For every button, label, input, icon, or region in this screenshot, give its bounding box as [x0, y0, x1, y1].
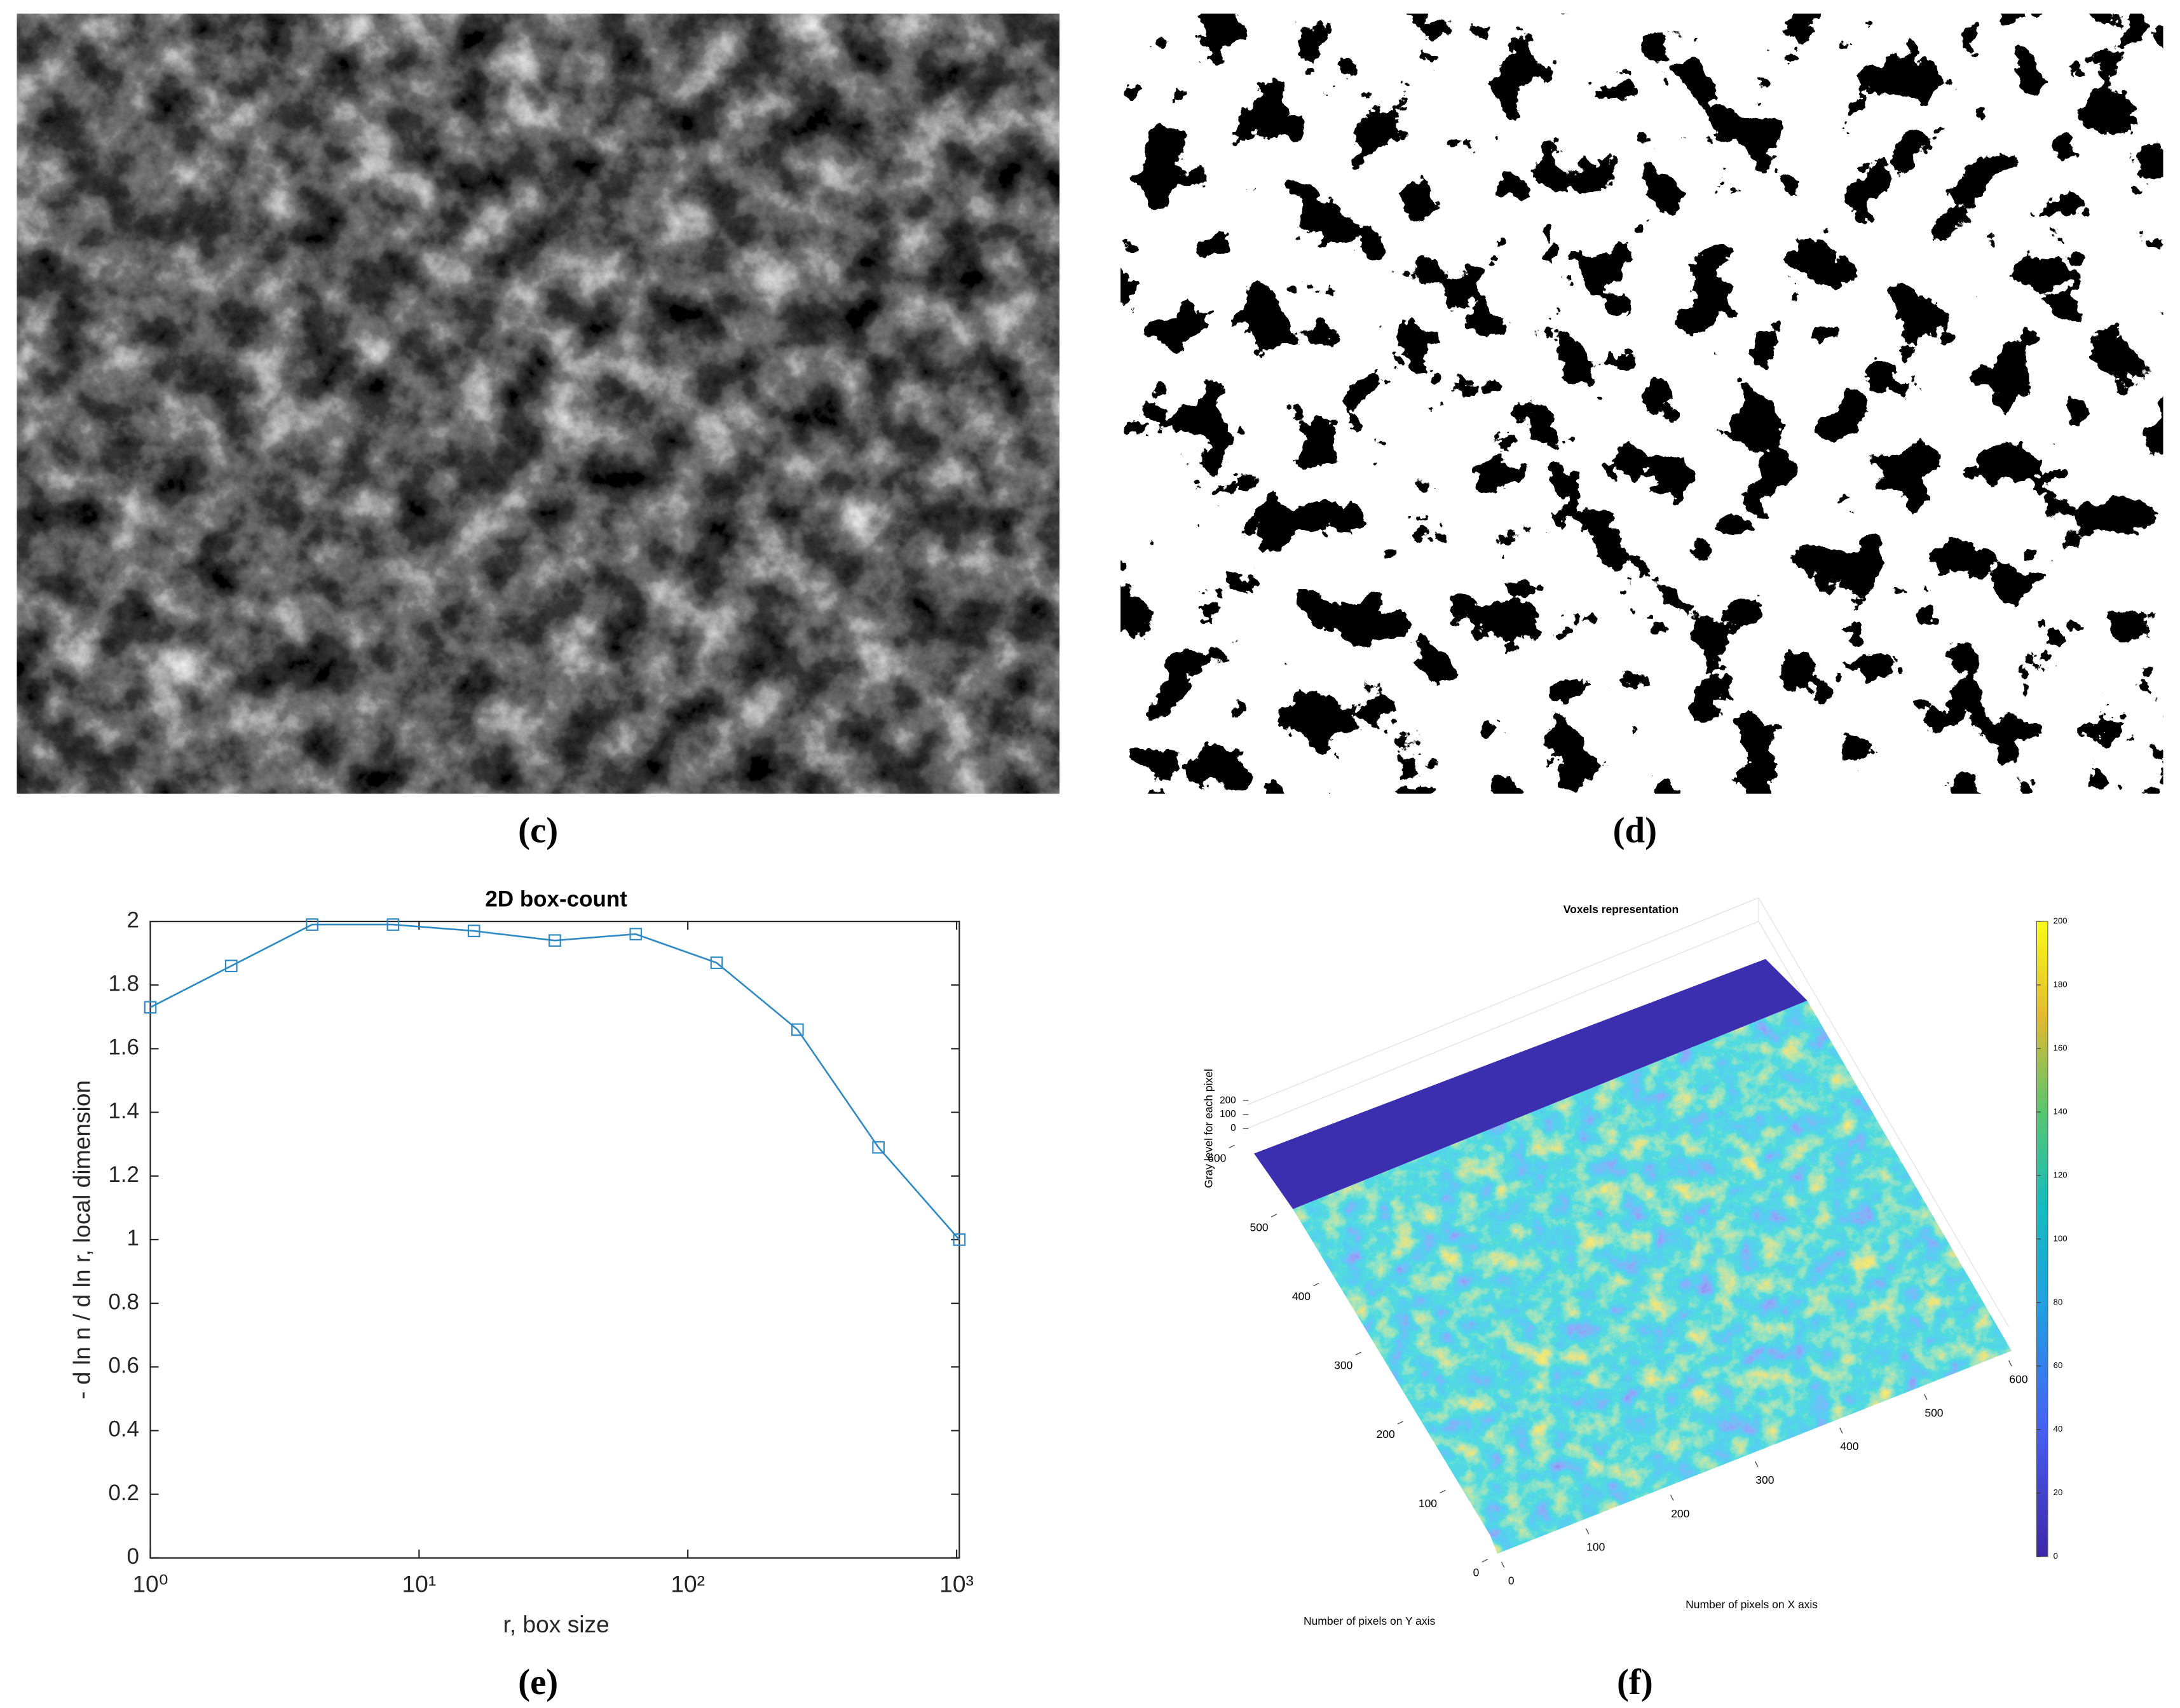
data-marker — [224, 959, 238, 973]
x-tick — [1839, 1427, 1843, 1434]
binary-image — [1121, 13, 2163, 794]
x-tick — [1754, 1461, 1759, 1467]
box-count-chart: 2D box-count r, box size - d ln n / d ln… — [68, 887, 974, 1637]
y-tick — [1271, 1214, 1277, 1217]
y-tick-label: 300 — [1334, 1359, 1352, 1372]
y-tick — [1313, 1282, 1319, 1287]
panel-label: (c) — [518, 810, 558, 850]
y-tick-label: 0 — [1473, 1566, 1480, 1578]
y-tick-label: 200 — [1377, 1428, 1395, 1440]
y-tick-label: 400 — [1292, 1290, 1311, 1303]
y-tick-label: 1 — [127, 1226, 139, 1250]
x-tick-label: 10² — [671, 1570, 705, 1597]
y-tick-label: 2 — [127, 907, 139, 932]
y-axis-label: - d ln n / d ln r, local dimension — [68, 1080, 95, 1399]
y-tick — [1229, 1144, 1235, 1149]
colorbar-tick-label: 200 — [2054, 916, 2068, 926]
colorbar-tick-label: 60 — [2054, 1360, 2063, 1370]
panel-label: (f) — [1617, 1662, 1653, 1702]
chart-title: Voxels representation — [1563, 903, 1679, 916]
x-tick-label: 0 — [1508, 1575, 1515, 1587]
x-tick — [1501, 1562, 1505, 1568]
surface-edge — [1254, 959, 1808, 1209]
chart-title: 2D box-count — [485, 887, 627, 912]
y-tick — [1397, 1421, 1404, 1425]
data-marker — [710, 956, 723, 970]
x-axis-label: Number of pixels on X axis — [1686, 1598, 1818, 1611]
y-tick-label: 0 — [127, 1544, 139, 1569]
y-tick-label: 1.6 — [108, 1035, 139, 1060]
y-tick-label: 600 — [1208, 1152, 1226, 1165]
z-tick-label: 200 — [1220, 1095, 1236, 1106]
data-marker — [791, 1023, 804, 1036]
y-tick — [1355, 1352, 1361, 1356]
voxel-surface-chart: Voxels representation Number of pixels o… — [1202, 897, 2068, 1627]
y-tick — [1482, 1559, 1488, 1562]
panel-label: (d) — [1613, 810, 1658, 850]
y-tick-label: 0.8 — [108, 1289, 139, 1314]
data-marker — [872, 1141, 885, 1154]
y-axis-label: Number of pixels on Y axis — [1304, 1615, 1436, 1627]
x-tick-label: 600 — [2009, 1372, 2027, 1385]
sem-image — [17, 13, 1059, 794]
data-marker — [953, 1233, 966, 1246]
panel-label: (e) — [518, 1662, 558, 1702]
x-tick — [2008, 1360, 2012, 1367]
colorbar-tick-label: 40 — [2054, 1424, 2063, 1434]
y-tick-label: 1.2 — [108, 1162, 139, 1187]
x-tick-label: 10³ — [939, 1570, 974, 1597]
z-tick-label: 100 — [1220, 1109, 1236, 1120]
x-tick-label: 500 — [1925, 1406, 1943, 1419]
colorbar-tick-label: 0 — [2054, 1551, 2058, 1561]
data-marker — [548, 934, 561, 947]
z-tick-label: 0 — [1230, 1123, 1236, 1134]
colorbar-tick-label: 80 — [2054, 1297, 2063, 1306]
x-tick-label: 100 — [1586, 1541, 1605, 1554]
x-tick — [1924, 1393, 1928, 1400]
colorbar-tick-label: 180 — [2054, 979, 2068, 989]
x-tick-label: 200 — [1671, 1507, 1689, 1520]
y-tick-label: 1.8 — [108, 971, 139, 996]
data-marker — [386, 918, 400, 931]
colorbar-tick-label: 20 — [2054, 1488, 2063, 1497]
y-tick — [1440, 1489, 1446, 1494]
data-marker — [306, 918, 318, 931]
data-marker — [467, 925, 480, 937]
y-tick-label: 0.2 — [108, 1481, 139, 1505]
x-tick-label: 400 — [1840, 1440, 1858, 1453]
y-tick-label: 500 — [1250, 1221, 1268, 1233]
colorbar-tick-label: 100 — [2054, 1233, 2068, 1243]
y-tick-label: 1.4 — [108, 1099, 139, 1123]
data-line — [149, 923, 960, 1240]
colorbar-tick-label: 140 — [2054, 1106, 2068, 1116]
z-axis-label: Gray level for each pixel — [1202, 1069, 1215, 1188]
colorbar-tick-label: 160 — [2054, 1043, 2068, 1052]
x-tick-label: 300 — [1755, 1474, 1774, 1486]
x-tick-label: 10⁰ — [132, 1570, 168, 1597]
x-tick-label: 10¹ — [402, 1570, 436, 1597]
data-marker — [629, 928, 643, 940]
y-tick-label: 0.4 — [108, 1417, 139, 1442]
x-axis-label: r, box size — [503, 1611, 609, 1637]
plot-area — [149, 920, 960, 1559]
data-marker — [144, 1001, 157, 1014]
colorbar-tick-label: 120 — [2054, 1170, 2068, 1179]
x-tick — [1670, 1494, 1674, 1501]
y-tick-label: 100 — [1419, 1497, 1437, 1510]
y-tick-label: 0.6 — [108, 1353, 139, 1378]
x-tick — [1585, 1528, 1590, 1535]
